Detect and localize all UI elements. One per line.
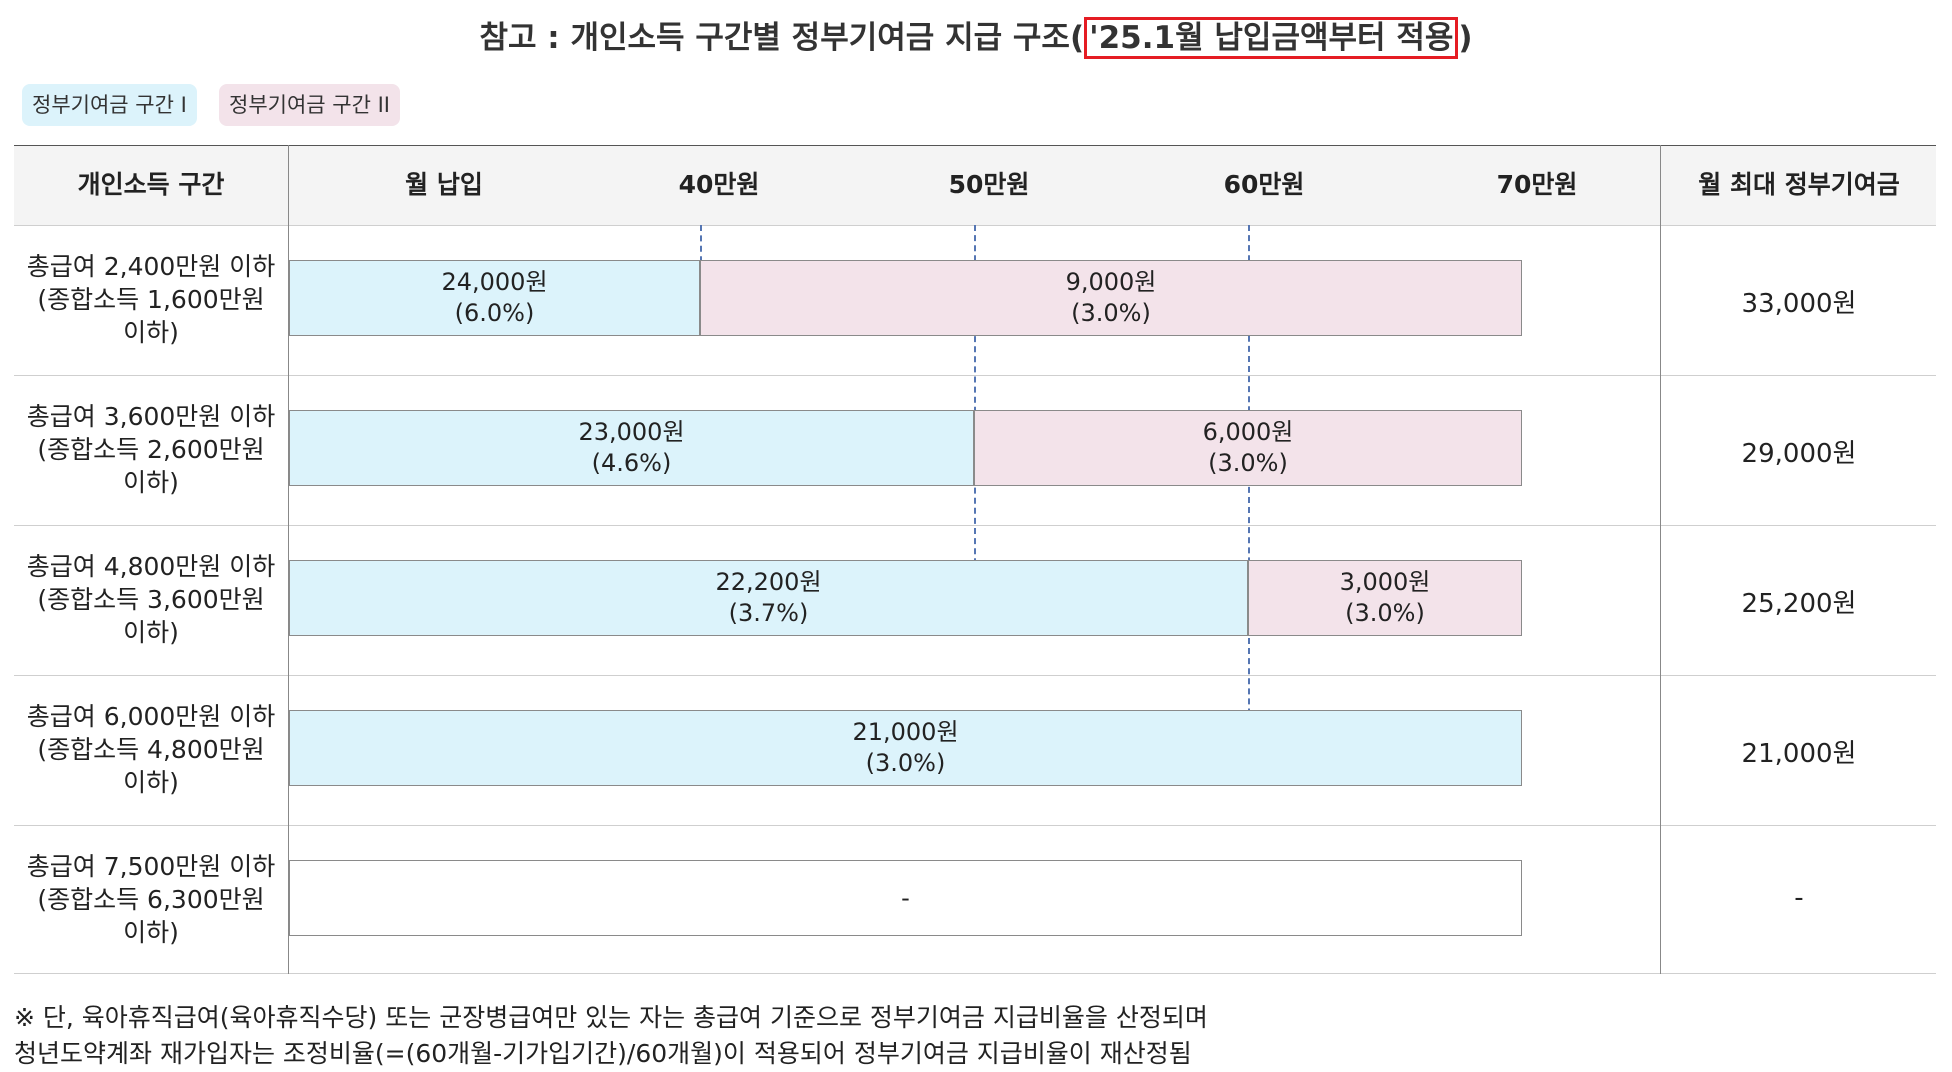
page-title: 참고 : 개인소득 구간별 정부기여금 지급 구조('25.1월 납입금액부터 …	[0, 12, 1952, 59]
tier1-amount: 21,000원	[852, 718, 959, 746]
row-label-line: 총급여 3,600만원 이하	[26, 402, 276, 431]
header-max: 월 최대 정부기여금	[1698, 170, 1900, 199]
title-highlight-text: '25.1월 납입금액부터 적용	[1089, 20, 1454, 56]
row-label-line: (종합소득 4,800만원	[37, 735, 265, 764]
tier1-rate: (4.6%)	[591, 449, 672, 477]
table-bottom-border	[14, 973, 1936, 974]
footnote-line-2: 청년도약계좌 재가입자는 조정비율(=(60개월-기가입기간)/60개월)이 적…	[14, 1039, 1192, 1068]
row-label-line: 총급여 4,800만원 이하	[26, 552, 276, 581]
tier2-amount: 3,000원	[1339, 568, 1431, 596]
max-contribution: 25,200원	[1741, 589, 1857, 619]
row-divider	[14, 825, 1936, 826]
row-label: 총급여 2,400만원 이하 (종합소득 1,600만원 이하)	[14, 250, 288, 349]
row-label-line: (종합소득 3,600만원	[37, 585, 265, 614]
row-label-line: 총급여 7,500만원 이하	[26, 852, 276, 881]
no-contribution-value: -	[901, 883, 910, 912]
tier1-bar: 22,200원 (3.7%)	[289, 560, 1248, 636]
row-label-line: 이하)	[123, 918, 179, 947]
title-prefix: 참고 : 개인소득 구간별 정부기여금 지급 구조(	[479, 20, 1085, 56]
tier2-rate: (3.0%)	[1345, 599, 1425, 627]
row-label: 총급여 3,600만원 이하 (종합소득 2,600만원 이하)	[14, 400, 288, 499]
row-label-line: 이하)	[123, 318, 179, 347]
tier2-rate: (3.0%)	[1071, 299, 1151, 327]
tier2-bar: 6,000원 (3.0%)	[974, 410, 1522, 486]
row-label-line: 이하)	[123, 468, 179, 497]
tier1-bar: 21,000원 (3.0%)	[289, 710, 1522, 786]
tick-50: 50만원	[948, 170, 1030, 199]
row-label-line: 총급여 2,400만원 이하	[26, 252, 276, 281]
legend-tier1: 정부기여금 구간 I	[22, 84, 197, 126]
tick-70: 70만원	[1496, 170, 1578, 199]
row-label: 총급여 7,500만원 이하 (종합소득 6,300만원 이하)	[14, 850, 288, 949]
tier1-bar: 24,000원 (6.0%)	[289, 260, 700, 336]
contribution-table: 개인소득 구간 월 납입 40만원 50만원 60만원 70만원 월 최대 정부…	[14, 145, 1936, 974]
row-divider	[14, 675, 1936, 676]
column-divider	[288, 145, 289, 974]
header-income: 개인소득 구간	[77, 170, 225, 199]
tier2-bar: 3,000원 (3.0%)	[1248, 560, 1522, 636]
threshold-60-line	[1248, 225, 1250, 785]
max-contribution: 29,000원	[1741, 439, 1857, 469]
title-highlight: '25.1월 납입금액부터 적용	[1084, 17, 1459, 59]
row-label-line: 이하)	[123, 618, 179, 647]
row-label-line: 이하)	[123, 768, 179, 797]
table-header	[14, 145, 1936, 225]
tier1-bar: 23,000원 (4.6%)	[289, 410, 974, 486]
legend-tier2: 정부기여금 구간 II	[219, 84, 400, 126]
tick-60: 60만원	[1223, 170, 1305, 199]
table-top-border	[14, 145, 1936, 146]
tier1-amount: 23,000원	[578, 418, 685, 446]
tier1-rate: (6.0%)	[454, 299, 535, 327]
row-label-line: (종합소득 1,600만원	[37, 285, 265, 314]
row-label-line: (종합소득 2,600만원	[37, 435, 265, 464]
tier2-rate: (3.0%)	[1208, 449, 1288, 477]
tier1-amount: 22,200원	[715, 568, 822, 596]
tier1-amount: 24,000원	[441, 268, 548, 296]
tier2-bar: 9,000원 (3.0%)	[700, 260, 1522, 336]
max-contribution: 21,000원	[1741, 739, 1857, 769]
header-monthly: 월 납입	[405, 170, 483, 199]
row-label: 총급여 6,000만원 이하 (종합소득 4,800만원 이하)	[14, 700, 288, 799]
title-suffix: )	[1458, 20, 1473, 56]
tier1-rate: (3.0%)	[865, 749, 946, 777]
tier2-amount: 9,000원	[1065, 268, 1157, 296]
row-label-line: (종합소득 6,300만원	[37, 885, 265, 914]
row-label: 총급여 4,800만원 이하 (종합소득 3,600만원 이하)	[14, 550, 288, 649]
column-divider	[1660, 145, 1661, 974]
tick-40: 40만원	[678, 170, 760, 199]
tier2-amount: 6,000원	[1202, 418, 1294, 446]
no-contribution-bar: -	[289, 860, 1522, 936]
row-label-line: 총급여 6,000만원 이하	[26, 702, 276, 731]
max-contribution: 33,000원	[1741, 289, 1857, 319]
footnote-line-1: ※ 단, 육아휴직급여(육아휴직수당) 또는 군장병급여만 있는 자는 총급여 …	[14, 1003, 1208, 1032]
max-contribution: -	[1794, 883, 1804, 913]
tier1-rate: (3.7%)	[728, 599, 809, 627]
